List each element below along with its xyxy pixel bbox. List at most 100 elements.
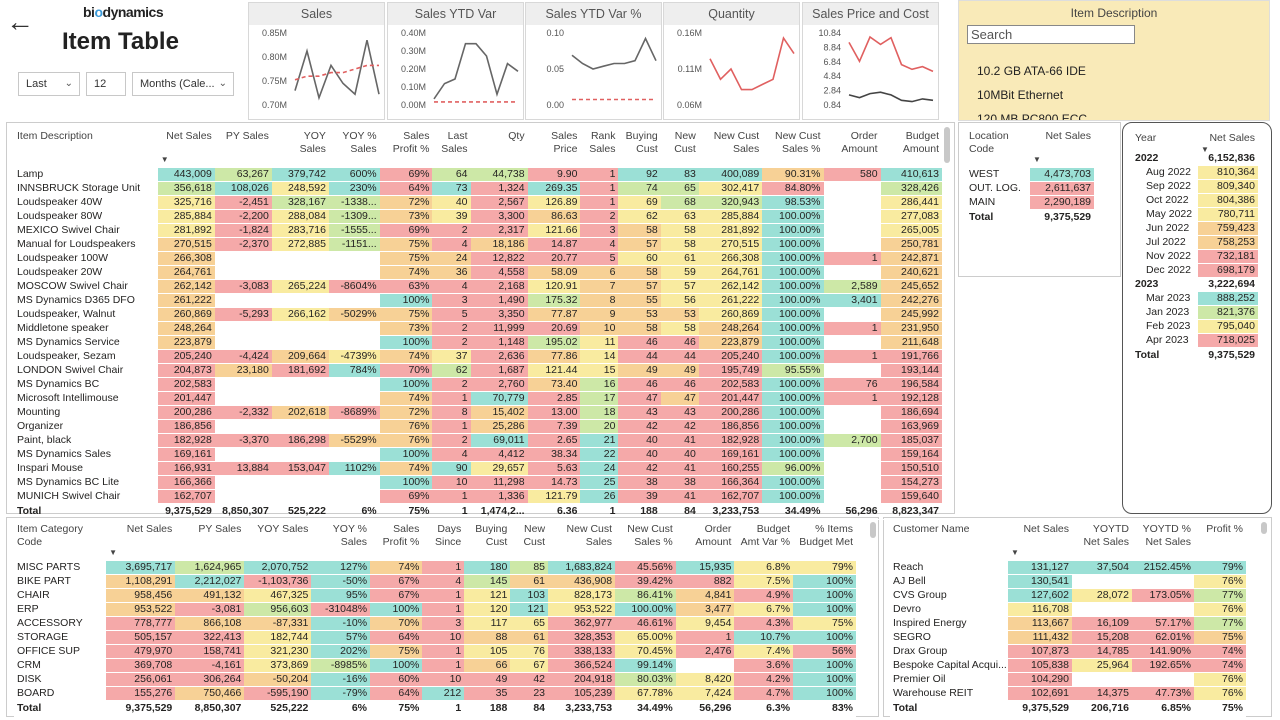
column-header[interactable]: New Cust Sales % xyxy=(774,130,821,155)
table-row[interactable]: Organizer 186,856 76% 1 25,286 7.39 20 42 42 186,… xyxy=(14,419,942,435)
sort-descending-icon[interactable]: ▼ xyxy=(1011,548,1019,557)
column-header[interactable]: Days Since xyxy=(435,523,462,548)
month-row[interactable]: Jul 2022 758,253 xyxy=(1132,235,1258,251)
year-group-row[interactable]: 2022 6,152,836 xyxy=(1132,152,1258,167)
column-header[interactable]: New Cust Sales xyxy=(713,130,760,155)
column-header[interactable]: New Cust Sales xyxy=(566,523,613,548)
column-header[interactable]: Buying Cust xyxy=(475,523,508,548)
column-header[interactable]: Qty xyxy=(508,130,525,142)
table-row[interactable]: Loudspeaker 40W 325,716 -2,451 328,167 -1338… xyxy=(14,195,942,211)
column-header[interactable]: Net Sales ▼ xyxy=(1201,132,1255,154)
year-group-row[interactable]: 2023 3,222,694 xyxy=(1132,277,1258,293)
month-row[interactable]: Jun 2022 759,423 xyxy=(1132,221,1258,237)
table-row[interactable]: ACCESSORY 778,777 866,108 -87,331 -10% 70% 3 11… xyxy=(14,616,856,632)
kpi-card[interactable]: Sales YTD Var % 0.10 0.05 0.00 xyxy=(525,2,662,120)
column-header[interactable]: PY Sales xyxy=(225,130,269,142)
month-row[interactable]: Nov 2022 732,181 xyxy=(1132,249,1258,265)
column-header[interactable]: Buying Cust xyxy=(625,130,658,155)
table-row[interactable]: MOSCOW Swivel Chair 262,142 -3,083 265,224-… xyxy=(14,279,942,295)
table-row[interactable]: SEGRO 111,432 15,208 62.01% 75% xyxy=(890,630,1246,646)
table-row[interactable]: Manual for Loudspeakers 270,515 -2,370 272,… xyxy=(14,237,942,253)
table-row[interactable]: Warehouse REIT 102,691 14,375 47.73% 76% xyxy=(890,686,1246,702)
kpi-card[interactable]: Sales 0.85M 0.80M 0.75M 0.70M xyxy=(248,2,385,120)
column-header[interactable]: Sales Profit % xyxy=(392,130,430,155)
table-row[interactable]: BOARD 155,276 750,466 -595,190 -79% 64% 212 35 2… xyxy=(14,686,856,702)
table-row[interactable]: MUNICH Swivel Chair 162,707 69% 1 1,336 121.7… xyxy=(14,489,942,505)
column-header[interactable]: Location Code xyxy=(969,130,1009,155)
table-row[interactable]: Premier Oil 104,290 76% xyxy=(890,672,1246,688)
column-header[interactable]: YOY Sales xyxy=(257,523,309,535)
period-count-input[interactable]: 12 xyxy=(86,72,126,96)
table-row[interactable]: MS Dynamics Service 223,879 100% 2 1,148 195.… xyxy=(14,335,942,351)
sort-descending-icon[interactable]: ▼ xyxy=(1201,145,1209,154)
table-row[interactable]: STORAGE 505,157 322,413 182,744 57% 64% 10 88 61… xyxy=(14,630,856,646)
table-row[interactable]: Reach 131,127 37,504 2152.45% 79% xyxy=(890,561,1246,576)
table-row[interactable]: MS Dynamics D365 DFO 261,222 100% 3 1,490 175… xyxy=(14,293,942,309)
column-header[interactable]: Net Sales ▼ xyxy=(160,130,212,164)
table-row[interactable]: DISK 256,061 306,264 -50,204 -16% 60% 10 49 42 20… xyxy=(14,672,856,688)
month-row[interactable]: Apr 2023 718,025 xyxy=(1132,333,1258,349)
month-row[interactable]: Mar 2023 888,252 xyxy=(1132,291,1258,307)
column-header[interactable]: YOYTD Net Sales xyxy=(1083,523,1129,548)
column-header[interactable]: % Items Budget Met xyxy=(799,523,853,548)
column-header[interactable]: Sales Price xyxy=(551,130,578,155)
sort-descending-icon[interactable]: ▼ xyxy=(109,548,118,557)
table-row[interactable]: Inspired Energy 113,667 16,109 57.17% 77% xyxy=(890,616,1246,632)
back-arrow-icon[interactable]: ← xyxy=(6,6,34,37)
table-row[interactable]: MS Dynamics BC 202,583 100% 2 2,760 73.40 16 46… xyxy=(14,377,942,393)
period-unit-dropdown[interactable]: Months (Cale... ⌄ xyxy=(132,72,234,96)
month-row[interactable]: Aug 2022 810,364 xyxy=(1132,165,1258,181)
table-row[interactable]: Middletone speaker 248,264 73% 2 11,999 20.69… xyxy=(14,321,942,337)
column-header[interactable]: New Cust Sales % xyxy=(627,523,673,548)
column-header[interactable]: Budget Amt Var % xyxy=(740,523,791,548)
table-row[interactable]: CHAIR 958,456 491,132 467,325 95% 67% 1 121 103 8… xyxy=(14,588,856,604)
sort-descending-icon[interactable]: ▼ xyxy=(1033,155,1041,164)
month-row[interactable]: Dec 2022 698,179 xyxy=(1132,263,1258,279)
column-header[interactable]: New Cust xyxy=(674,130,696,155)
customer-table-scrollbar[interactable] xyxy=(1261,522,1267,534)
table-row[interactable]: MEXICO Swivel Chair 281,892 -1,824 283,716-… xyxy=(14,223,942,239)
column-header[interactable]: YOYTD % Net Sales xyxy=(1142,523,1191,548)
slicer-item[interactable]: 10MBit Ethernet xyxy=(977,88,1064,102)
column-header[interactable]: Budget Amount xyxy=(902,130,939,155)
table-row[interactable]: Loudspeaker 100W 266,308 75% 24 12,822 20.77 5… xyxy=(14,251,942,267)
column-header[interactable]: YOY Sales xyxy=(299,130,326,155)
table-row[interactable]: Paint, black 182,928 -3,370 186,298 -5529% 76… xyxy=(14,433,942,449)
table-row[interactable]: INNSBRUCK Storage Unit 356,618 108,026 248,… xyxy=(14,181,942,197)
column-header[interactable]: Net Sales ▼ xyxy=(1033,130,1091,164)
column-header[interactable]: Net Sales ▼ xyxy=(109,523,173,557)
column-header[interactable]: Profit % xyxy=(1206,523,1243,535)
table-row[interactable]: MS Dynamics Sales 169,161 100% 4 4,412 38.34 2… xyxy=(14,447,942,463)
table-row[interactable]: OUT. LOG. 2,611,637 xyxy=(966,181,1094,197)
column-header[interactable]: YOY % Sales xyxy=(332,523,368,548)
slicer-item[interactable]: 120 MB PC800 ECC xyxy=(977,112,1088,121)
table-row[interactable]: MS Dynamics BC Lite 166,366 100% 10 11,298 14… xyxy=(14,475,942,491)
column-header[interactable]: Net Sales ▼ xyxy=(1011,523,1069,557)
column-header[interactable]: Last Sales xyxy=(441,130,468,155)
month-row[interactable]: Feb 2023 795,040 xyxy=(1132,319,1258,335)
table-row[interactable]: Inspari Mouse 166,931 13,884 153,047 1102% 74… xyxy=(14,461,942,477)
search-input[interactable]: Search xyxy=(967,25,1135,44)
table-row[interactable]: Loudspeaker, Walnut 260,869 -5,293 266,162-… xyxy=(14,307,942,323)
column-header[interactable]: PY Sales xyxy=(198,523,242,535)
table-row[interactable]: Loudspeaker 20W 264,761 74% 36 4,558 58.09 6 58… xyxy=(14,265,942,281)
table-row[interactable]: ERP 953,522 -3,081 956,603 -31048% 100% 1 120 12… xyxy=(14,602,856,618)
period-dropdown[interactable]: Last ⌄ xyxy=(18,72,80,96)
item-table-scrollbar[interactable] xyxy=(944,127,950,163)
table-row[interactable]: MISC PARTS 3,695,717 1,624,965 2,070,752 127… xyxy=(14,561,856,576)
table-row[interactable]: AJ Bell 130,541 76% xyxy=(890,574,1246,590)
column-header[interactable]: New Cust xyxy=(523,523,546,548)
column-header[interactable]: Item Description xyxy=(17,130,93,142)
column-header[interactable]: Order Amount xyxy=(695,523,732,548)
kpi-card[interactable]: Sales YTD Var 0.40M 0.30M 0.20M 0.10M 0.00M xyxy=(387,2,524,120)
month-row[interactable]: Jan 2023 821,376 xyxy=(1132,305,1258,321)
month-row[interactable]: Oct 2022 804,386 xyxy=(1132,193,1258,209)
column-header[interactable]: YOY % Sales xyxy=(342,130,377,155)
month-row[interactable]: May 2022 780,711 xyxy=(1132,207,1258,223)
table-row[interactable]: Bespoke Capital Acqui... 105,838 25,964 192… xyxy=(890,658,1246,674)
table-row[interactable]: WEST 4,473,703 xyxy=(966,168,1094,183)
column-header[interactable]: Customer Name xyxy=(893,523,970,535)
column-header[interactable]: Item Category Code xyxy=(17,523,83,548)
column-header[interactable]: Order Amount xyxy=(841,130,878,155)
table-row[interactable]: MAIN 2,290,189 xyxy=(966,195,1094,211)
